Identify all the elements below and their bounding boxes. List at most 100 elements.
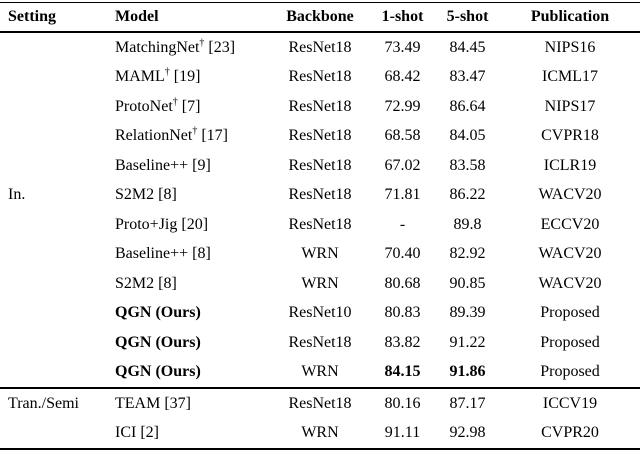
model-ref: [7] xyxy=(181,97,201,115)
model-cell: QGN (Ours) xyxy=(100,334,270,352)
table-body: MatchingNet† [23] ResNet18 73.49 84.45 NI… xyxy=(0,33,640,448)
one-shot-cell: 83.82 xyxy=(384,333,421,351)
publication-cell: WACV20 xyxy=(538,245,602,263)
backbone-cell: ResNet18 xyxy=(288,68,352,86)
backbone-cell: WRN xyxy=(301,245,339,263)
backbone-cell: WRN xyxy=(301,274,339,292)
publication-cell: Proposed xyxy=(540,304,600,322)
five-shot-cell: 89.8 xyxy=(453,215,482,233)
backbone-cell: ResNet10 xyxy=(288,304,352,322)
column-header-five-shot: 5-shot xyxy=(446,8,489,25)
one-shot-cell: 84.15 xyxy=(384,363,421,381)
model-ref: [23] xyxy=(208,38,236,56)
model-dagger: † xyxy=(192,125,198,137)
header-separator-rule xyxy=(0,31,640,33)
model-cell: Baseline++ [9] xyxy=(100,157,270,175)
model-cell: Proto+Jig [20] xyxy=(100,216,270,234)
five-shot-cell: 92.98 xyxy=(449,424,486,442)
model-name: S2M2 xyxy=(115,186,155,204)
model-ref: [20] xyxy=(181,215,209,233)
one-shot-cell: 70.40 xyxy=(384,245,421,263)
publication-cell: CVPR18 xyxy=(541,127,599,145)
model-ref: [8] xyxy=(158,186,177,204)
model-name: QGN (Ours) xyxy=(115,363,201,381)
setting-cell: In. xyxy=(8,186,26,204)
table-row: QGN (Ours) ResNet10 80.83 89.39 Proposed xyxy=(0,299,640,329)
five-shot-cell: 90.85 xyxy=(449,274,486,292)
table-row: MAML† [19] ResNet18 68.42 83.47 ICML17 xyxy=(0,63,640,93)
table-row: Tran./Semi TEAM [37] ResNet18 80.16 87.17… xyxy=(0,389,640,419)
publication-cell: ICLR19 xyxy=(543,156,597,174)
model-cell: ICI [2] xyxy=(100,424,270,442)
table-row: QGN (Ours) WRN 84.15 91.86 Proposed xyxy=(0,358,640,388)
publication-cell: NIPS17 xyxy=(544,97,596,115)
backbone-cell: ResNet18 xyxy=(288,38,352,56)
one-shot-cell: 73.49 xyxy=(384,38,421,56)
publication-cell: WACV20 xyxy=(538,274,602,292)
model-name: Baseline++ xyxy=(115,156,189,174)
backbone-cell: WRN xyxy=(301,363,339,381)
model-name: Baseline++ xyxy=(115,245,189,263)
five-shot-cell: 86.64 xyxy=(449,97,486,115)
table-row: S2M2 [8] WRN 80.68 90.85 WACV20 xyxy=(0,269,640,299)
publication-cell: WACV20 xyxy=(538,186,602,204)
model-name: ProtoNet xyxy=(115,97,173,115)
model-ref: [19] xyxy=(173,68,201,86)
backbone-cell: WRN xyxy=(301,424,339,442)
model-name: TEAM xyxy=(115,394,161,412)
table-row: ICI [2] WRN 91.11 92.98 CVPR20 xyxy=(0,419,640,449)
model-cell: Baseline++ [8] xyxy=(100,245,270,263)
column-header-one-shot: 1-shot xyxy=(381,8,424,25)
column-header-publication: Publication xyxy=(530,8,610,25)
publication-cell: CVPR20 xyxy=(541,424,599,442)
model-name: Proto+Jig xyxy=(115,215,178,233)
table-row: Baseline++ [9] ResNet18 67.02 83.58 ICLR1… xyxy=(0,151,640,181)
table-row: RelationNet† [17] ResNet18 68.58 84.05 CV… xyxy=(0,122,640,152)
model-name: RelationNet xyxy=(115,127,193,145)
five-shot-cell: 84.05 xyxy=(449,127,486,145)
model-name: MAML xyxy=(115,68,165,86)
one-shot-cell: 68.42 xyxy=(384,68,421,86)
publication-cell: Proposed xyxy=(540,363,600,381)
model-dagger: † xyxy=(164,66,170,78)
model-ref: [37] xyxy=(164,394,191,412)
model-dagger: † xyxy=(199,37,205,49)
model-ref: [8] xyxy=(158,274,177,292)
model-name: QGN (Ours) xyxy=(115,304,201,322)
model-ref: [2] xyxy=(140,424,159,442)
publication-cell: ICML17 xyxy=(542,68,598,86)
backbone-cell: ResNet18 xyxy=(288,127,352,145)
one-shot-cell: 68.58 xyxy=(384,127,421,145)
model-cell: MAML† [19] xyxy=(100,66,270,86)
section-separator-rule xyxy=(0,387,640,389)
table-row: ProtoNet† [7] ResNet18 72.99 86.64 NIPS17 xyxy=(0,92,640,122)
one-shot-cell: 80.83 xyxy=(384,304,421,322)
table-row: In. S2M2 [8] ResNet18 71.81 86.22 WACV20 xyxy=(0,181,640,211)
one-shot-cell: - xyxy=(399,215,406,233)
model-name: ICI xyxy=(115,424,137,442)
backbone-cell: ResNet18 xyxy=(288,394,352,412)
five-shot-cell: 82.92 xyxy=(449,245,486,263)
model-name: MatchingNet xyxy=(115,38,200,56)
five-shot-cell: 83.58 xyxy=(449,156,486,174)
model-name: QGN (Ours) xyxy=(115,333,201,351)
one-shot-cell: 72.99 xyxy=(384,97,421,115)
model-ref: [8] xyxy=(192,245,211,263)
model-dagger: † xyxy=(172,96,178,108)
model-cell: QGN (Ours) xyxy=(100,363,270,381)
publication-cell: Proposed xyxy=(540,333,600,351)
one-shot-cell: 67.02 xyxy=(384,156,421,174)
one-shot-cell: 80.16 xyxy=(384,394,421,412)
table-row: QGN (Ours) ResNet18 83.82 91.22 Proposed xyxy=(0,328,640,358)
publication-cell: ICCV19 xyxy=(542,394,598,412)
column-header-model: Model xyxy=(115,8,159,25)
model-cell: RelationNet† [17] xyxy=(100,125,270,145)
model-cell: TEAM [37] xyxy=(100,395,270,413)
model-cell: S2M2 [8] xyxy=(100,186,270,204)
publication-cell: NIPS16 xyxy=(544,38,596,56)
model-ref: [17] xyxy=(201,127,228,145)
five-shot-cell: 91.86 xyxy=(449,363,486,381)
backbone-cell: ResNet18 xyxy=(288,333,352,351)
column-header-backbone: Backbone xyxy=(286,8,354,25)
